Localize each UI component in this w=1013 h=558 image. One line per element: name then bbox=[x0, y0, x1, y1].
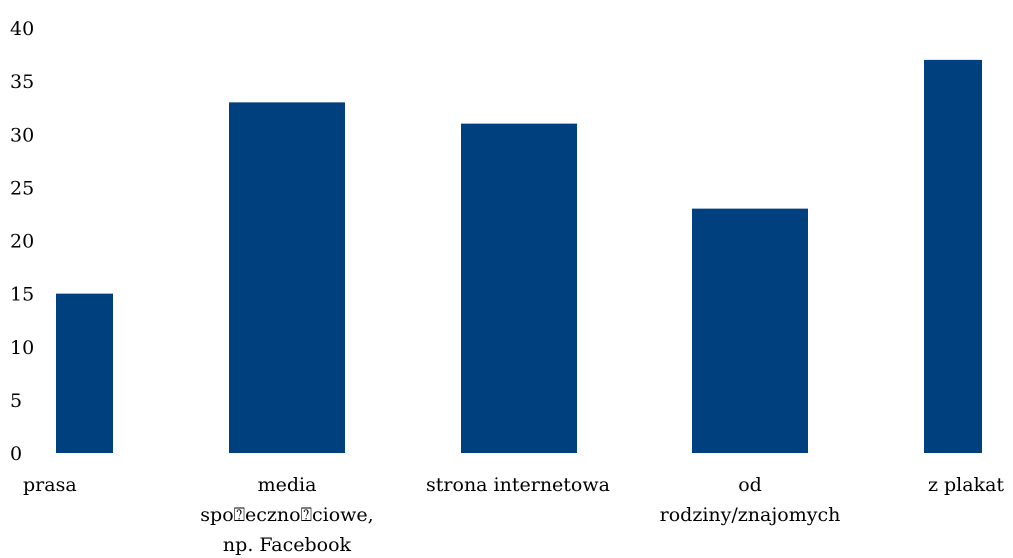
y-tick-label: 35 bbox=[10, 71, 34, 93]
bar bbox=[229, 102, 345, 453]
y-tick-label: 20 bbox=[10, 231, 34, 253]
x-tick-label: prasa bbox=[23, 474, 77, 496]
bar bbox=[56, 293, 113, 453]
x-tick-label: np. Facebook bbox=[223, 534, 352, 556]
x-tick-label: strona internetowa bbox=[426, 474, 610, 496]
x-tick-label: z plakat bbox=[928, 474, 1004, 496]
x-tick-label: rodziny/znajomych bbox=[660, 504, 841, 526]
x-axis-labels: prasa media spo⍰eczno⍰ciowe, np. Facebook st… bbox=[23, 474, 1004, 556]
y-axis-ticks: 0 5 10 15 20 25 30 35 40 bbox=[10, 18, 34, 465]
y-tick-label: 40 bbox=[10, 18, 34, 40]
y-tick-label: 0 bbox=[10, 443, 22, 465]
bar bbox=[924, 59, 982, 453]
y-tick-label: 30 bbox=[10, 124, 34, 146]
y-tick-label: 15 bbox=[10, 284, 34, 306]
y-tick-label: 5 bbox=[10, 390, 22, 412]
x-tick-label: media bbox=[258, 474, 317, 496]
y-tick-label: 10 bbox=[10, 337, 34, 359]
x-tick-label: spo⍰eczno⍰ciowe, bbox=[200, 504, 373, 526]
x-tick-label: od bbox=[738, 474, 762, 496]
bar bbox=[692, 208, 808, 453]
bars bbox=[56, 59, 982, 453]
y-tick-label: 25 bbox=[10, 177, 34, 199]
bar bbox=[461, 123, 577, 453]
